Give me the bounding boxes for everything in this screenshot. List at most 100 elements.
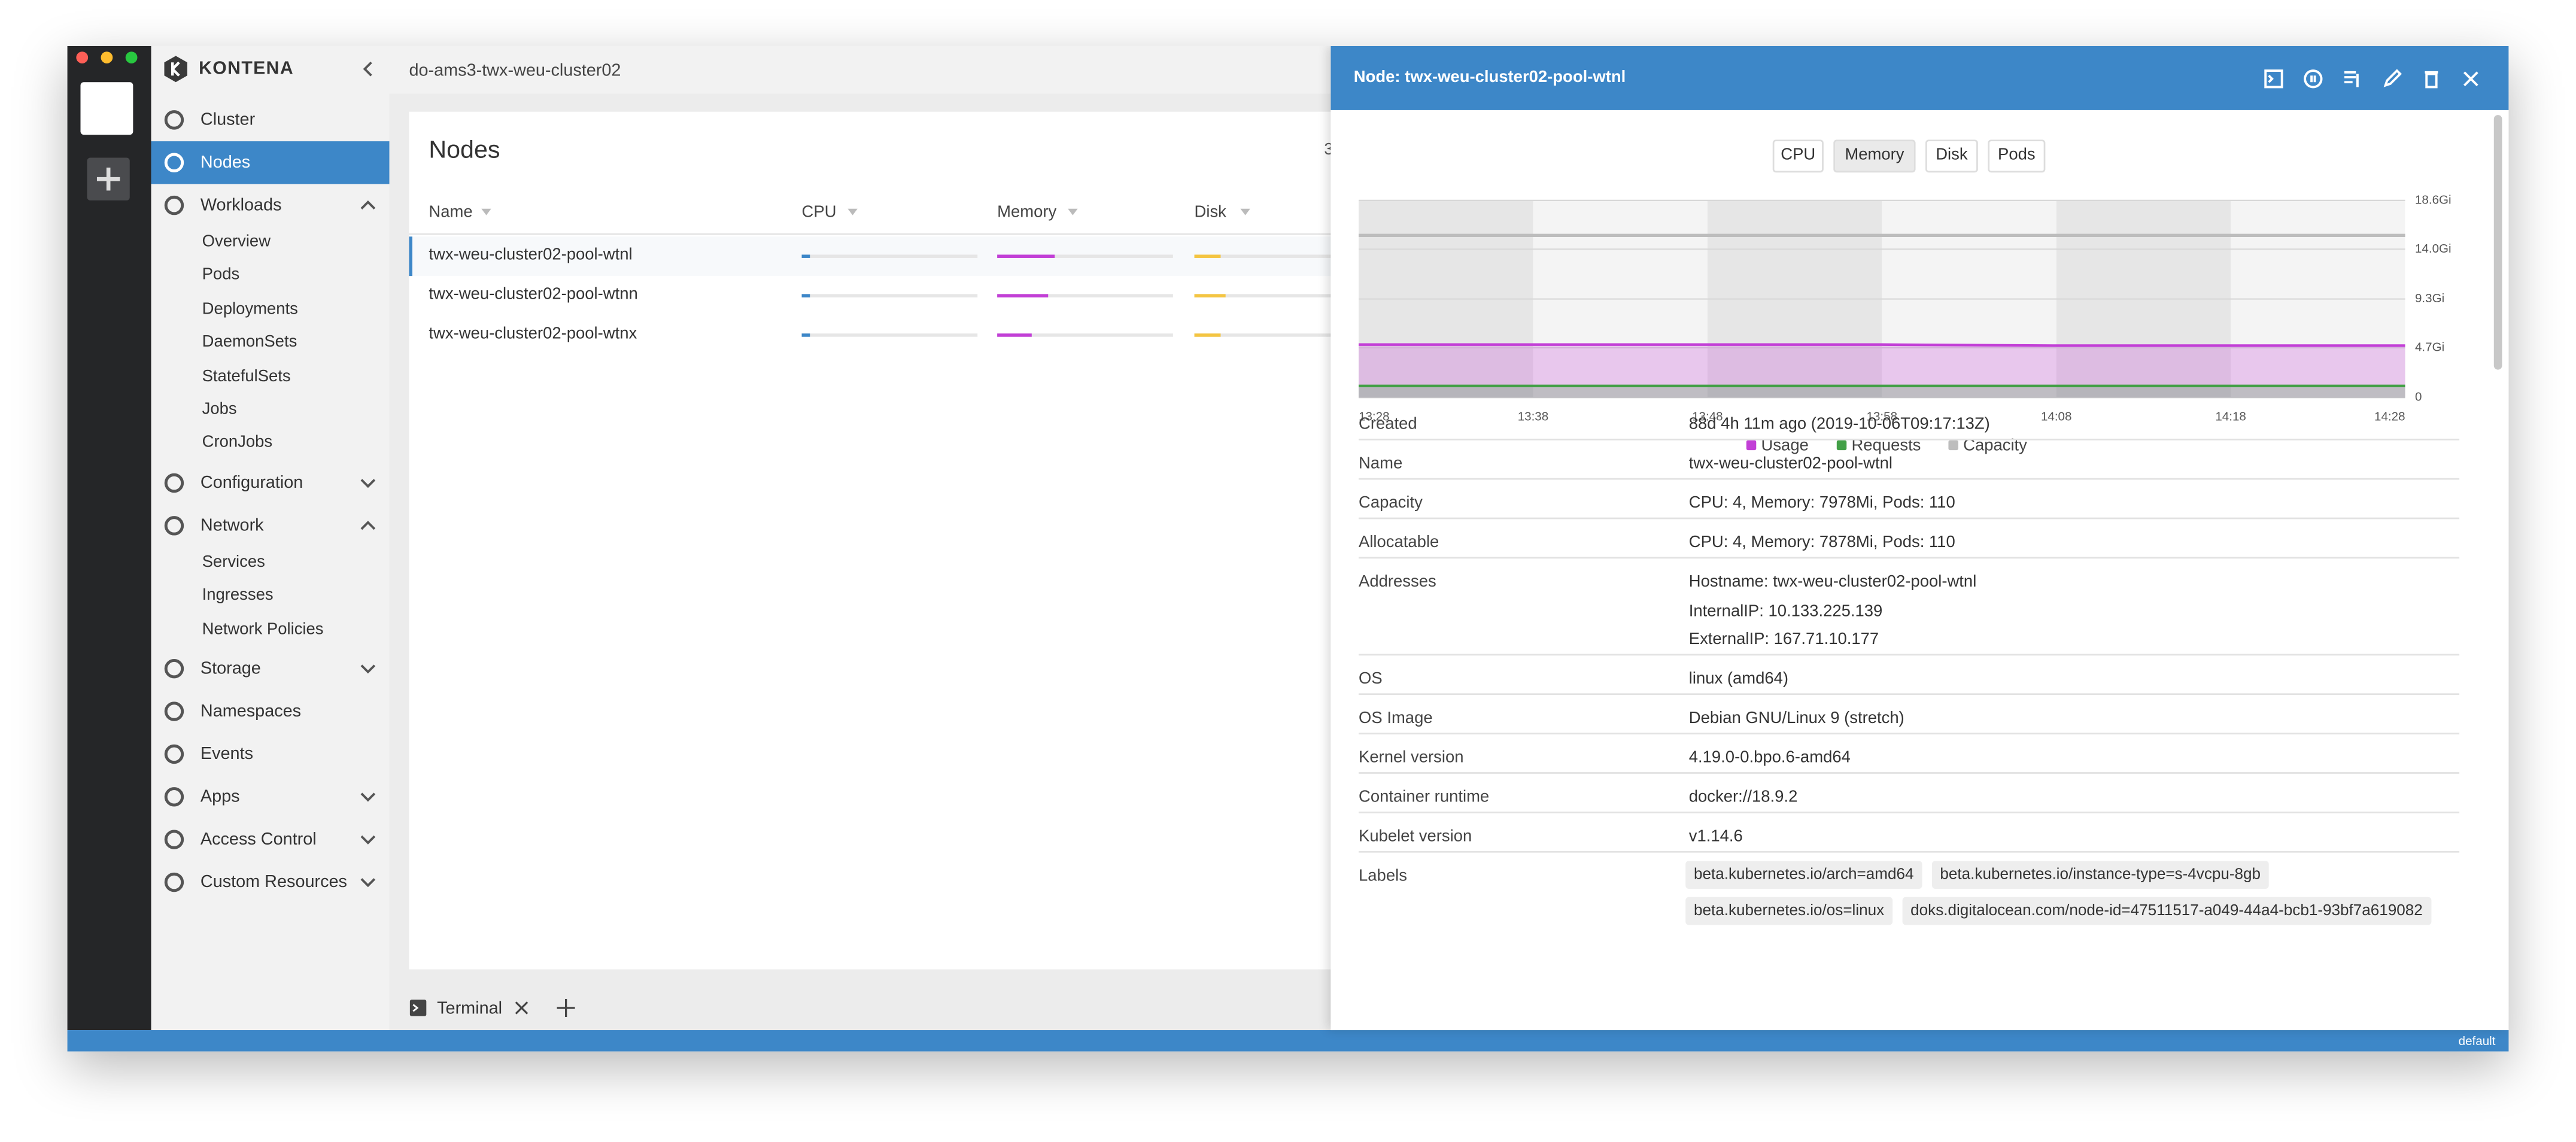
nav-item[interactable]: Apps: [151, 776, 390, 818]
chart-tab[interactable]: Memory: [1833, 139, 1916, 173]
column-header[interactable]: Name: [429, 204, 473, 222]
nav-item[interactable]: Workloads: [151, 184, 390, 226]
x-tick-label: 13:38: [1518, 410, 1549, 424]
nav-item[interactable]: Events: [151, 733, 390, 775]
detail-value: Debian GNU/Linux 9 (stretch): [1688, 709, 1904, 728]
nav-item[interactable]: Storage: [151, 647, 390, 690]
usage-bar: [1194, 333, 1221, 337]
nav-subitem[interactable]: Pods: [202, 266, 240, 285]
nav-icon: [164, 658, 184, 679]
new-terminal-button[interactable]: [557, 998, 575, 1018]
legend-label[interactable]: Capacity: [1963, 435, 2027, 454]
drawer-header: Node: twx-weu-cluster02-pool-wtnl: [1330, 45, 2509, 110]
nav-subitem[interactable]: Services: [202, 553, 265, 572]
usage-bar: [997, 254, 1056, 258]
shell-button[interactable]: [2264, 69, 2283, 89]
icon: [2344, 71, 2359, 87]
detail-row: Capacity CPU: 4, Memory: 7978Mi, Pods: 11…: [1359, 494, 2460, 534]
nav-item[interactable]: Configuration: [151, 461, 390, 504]
nav-subitem[interactable]: DaemonSets: [202, 333, 297, 352]
brand-logo: [164, 56, 187, 83]
node-row[interactable]: twx-weu-cluster02-pool-wtnn: [409, 276, 1395, 315]
y-tick-label: 4.7Gi: [2415, 340, 2444, 354]
detail-value: CPU: 4, Memory: 7978Mi, Pods: 110: [1688, 494, 1955, 513]
delete-button[interactable]: [2422, 69, 2441, 89]
close-terminal-button[interactable]: [514, 1001, 529, 1016]
expand-toggle[interactable]: [360, 660, 376, 676]
column-header[interactable]: Memory: [997, 204, 1057, 222]
column-header[interactable]: Disk: [1194, 204, 1226, 222]
detail-row: OS Image Debian GNU/Linux 9 (stretch): [1359, 709, 2460, 749]
cluster-icon[interactable]: [80, 82, 133, 135]
collapse-sidebar-button[interactable]: [358, 59, 378, 79]
detail-label: Labels: [1359, 867, 1407, 886]
detail-label: Kubelet version: [1359, 828, 1472, 846]
x-tick-label: 14:08: [2041, 410, 2072, 424]
close-button[interactable]: [2461, 69, 2481, 89]
node-row[interactable]: twx-weu-cluster02-pool-wtnl: [409, 236, 1395, 277]
chevron: [360, 200, 376, 209]
window-button[interactable]: [101, 51, 113, 63]
chart-tab[interactable]: CPU: [1772, 139, 1824, 173]
terminal-tab[interactable]: Terminal: [437, 998, 503, 1019]
pause-button[interactable]: [2303, 69, 2323, 89]
expand-toggle[interactable]: [360, 789, 376, 805]
expand-toggle[interactable]: [360, 517, 376, 533]
detail-label: OS: [1359, 670, 1383, 689]
icon-shape: [164, 110, 184, 130]
nav-subitem[interactable]: CronJobs: [202, 434, 273, 452]
column-header[interactable]: CPU: [801, 204, 837, 222]
window-button[interactable]: [125, 51, 138, 63]
nav-subitem[interactable]: StatefulSets: [202, 367, 291, 385]
detail-label: Name: [1359, 455, 1403, 473]
icon-shape: [164, 787, 184, 807]
usage-bar: [997, 333, 1032, 337]
add-cluster-button[interactable]: [87, 157, 130, 201]
nav-subitem[interactable]: Overview: [202, 233, 271, 251]
detail-label: Addresses: [1359, 573, 1436, 592]
legend-swatch[interactable]: [1836, 440, 1847, 451]
detail-row: Labels beta.kubernetes.io/arch=amd64 beta.…: [1359, 861, 2459, 925]
chevron: [360, 792, 376, 802]
node-row[interactable]: twx-weu-cluster02-pool-wtnx: [409, 315, 1395, 355]
nav-item[interactable]: Custom Resources: [151, 861, 390, 903]
nav-item[interactable]: Network: [151, 504, 390, 546]
nav-subitem[interactable]: Network Policies: [202, 620, 324, 639]
y-tick-label: 14.0Gi: [2415, 242, 2452, 256]
legend-swatch[interactable]: [1746, 440, 1757, 451]
edit-button[interactable]: [2382, 69, 2402, 89]
expand-toggle[interactable]: [360, 831, 376, 848]
x-tick-label: 13:48: [1692, 410, 1723, 424]
nav-label: Access Control: [200, 830, 317, 850]
x-tick-label: 13:28: [1359, 410, 1390, 424]
usage-bar: [1194, 294, 1226, 297]
usage-track: [801, 294, 978, 297]
expand-toggle[interactable]: [360, 475, 376, 491]
nav-subitem[interactable]: Ingresses: [202, 587, 274, 605]
drain-button[interactable]: [2343, 69, 2362, 89]
nav-label: Network: [200, 515, 264, 536]
usage-track: [997, 254, 1173, 258]
context-name[interactable]: default: [2458, 1033, 2496, 1049]
usage-bar: [1194, 254, 1221, 258]
nav-subitem[interactable]: Jobs: [202, 400, 237, 419]
expand-toggle[interactable]: [360, 874, 376, 890]
sort-icon: [481, 208, 491, 215]
legend-label[interactable]: Usage: [1761, 435, 1809, 454]
label-chip: beta.kubernetes.io/instance-type=s-4vcpu…: [1931, 861, 2269, 889]
chart-tab[interactable]: Disk: [1925, 139, 1978, 173]
nav-item[interactable]: Access Control: [151, 818, 390, 861]
nav-icon: [164, 515, 184, 536]
nav-item[interactable]: Nodes: [151, 141, 390, 184]
expand-toggle[interactable]: [360, 197, 376, 213]
window-button[interactable]: [76, 51, 89, 63]
legend-label[interactable]: Requests: [1852, 435, 1921, 454]
nav-item[interactable]: Namespaces: [151, 690, 390, 733]
nav-subitem[interactable]: Deployments: [202, 300, 298, 318]
nav-icon: [164, 830, 184, 849]
nav-item[interactable]: Cluster: [151, 99, 390, 141]
legend-swatch[interactable]: [1948, 440, 1958, 451]
detail-row: Addresses Hostname: twx-weu-cluster02-poo…: [1359, 573, 2460, 670]
chart-tab[interactable]: Pods: [1988, 139, 2046, 173]
usage-track: [997, 333, 1173, 337]
